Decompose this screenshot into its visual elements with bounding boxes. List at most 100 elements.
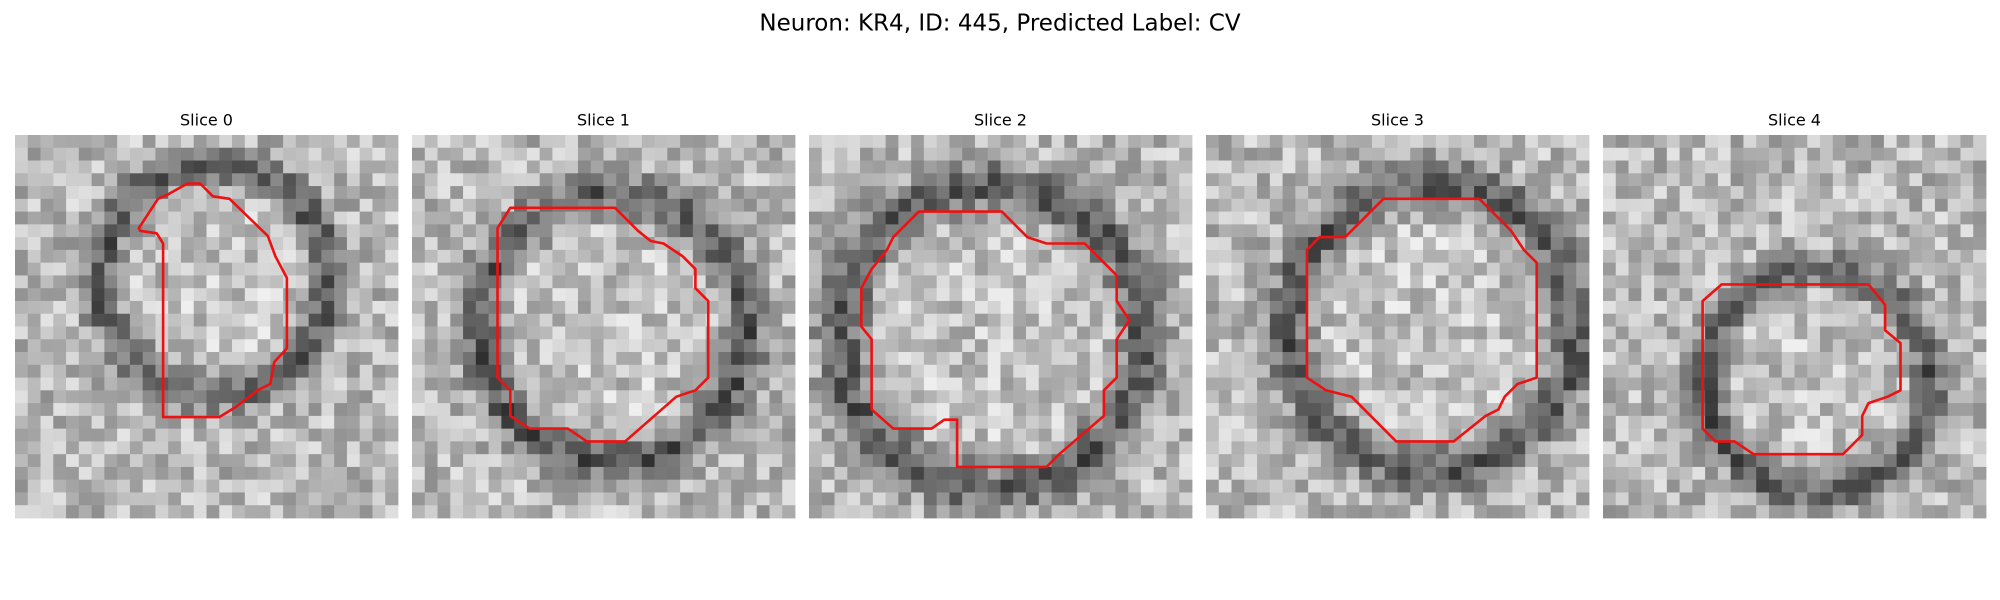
pixel	[577, 326, 592, 340]
pixel	[1705, 186, 1719, 200]
pixel	[1858, 326, 1872, 340]
pixel	[1615, 224, 1629, 238]
pixel	[1947, 415, 1961, 430]
pixel	[1807, 492, 1821, 506]
pixel	[1934, 479, 1949, 493]
pixel	[1089, 390, 1104, 404]
pixel	[885, 300, 899, 315]
pixel	[949, 249, 963, 264]
pixel	[1435, 160, 1449, 174]
pixel	[1960, 275, 1974, 289]
pixel	[206, 364, 220, 378]
pixel	[66, 224, 80, 238]
pixel	[834, 466, 848, 481]
pixel	[1064, 479, 1078, 493]
pixel	[680, 211, 694, 225]
pixel	[1679, 288, 1693, 302]
pixel	[1717, 249, 1732, 264]
pixel	[321, 377, 335, 391]
pixel	[1486, 147, 1501, 161]
pixel	[232, 211, 246, 225]
pixel	[641, 492, 655, 506]
pixel	[1231, 313, 1245, 327]
pixel	[1922, 224, 1936, 238]
pixel	[488, 147, 502, 161]
pixel	[680, 288, 694, 302]
pixel	[475, 441, 489, 455]
pixel	[1115, 237, 1129, 251]
pixel	[1282, 364, 1296, 378]
pixel	[872, 198, 886, 212]
pixel	[1654, 505, 1668, 519]
pixel	[283, 173, 297, 187]
pixel	[1896, 147, 1910, 161]
pixel	[1474, 147, 1488, 161]
pixel	[1115, 186, 1129, 200]
pixel	[1922, 275, 1936, 289]
pixel	[206, 403, 220, 417]
pixel	[769, 288, 783, 302]
pixel	[603, 466, 617, 481]
pixel	[1909, 466, 1923, 481]
pixel	[629, 198, 643, 212]
pixel	[232, 237, 246, 251]
pixel	[667, 313, 681, 327]
pixel	[1922, 415, 1936, 430]
pixel	[987, 428, 1001, 442]
pixel	[1512, 339, 1526, 353]
pixel	[629, 364, 643, 378]
pixel	[987, 352, 1001, 366]
pixel	[731, 135, 745, 149]
pixel	[15, 275, 29, 289]
pixel	[616, 466, 630, 481]
pixel	[1244, 313, 1258, 327]
pixel	[872, 454, 886, 468]
pixel	[911, 262, 925, 276]
pixel	[949, 224, 963, 238]
pixel	[385, 275, 399, 289]
pixel	[731, 505, 745, 519]
pixel	[1257, 479, 1271, 493]
pixel	[450, 300, 464, 315]
pixel	[565, 211, 579, 225]
pixel	[847, 237, 861, 251]
pixel	[78, 275, 92, 289]
pixel	[641, 211, 655, 225]
pixel	[1858, 160, 1872, 174]
pixel	[1179, 492, 1193, 506]
pixel	[1206, 135, 1220, 149]
pixel	[1909, 415, 1923, 430]
pixel	[1102, 160, 1116, 174]
pixel	[1922, 313, 1936, 327]
pixel	[1628, 211, 1642, 225]
pixel	[1077, 454, 1091, 468]
pixel	[1820, 492, 1834, 506]
pixel	[193, 377, 207, 391]
pixel	[1871, 364, 1885, 378]
pixel	[1845, 262, 1859, 276]
pixel	[1756, 249, 1770, 264]
pixel	[1768, 492, 1783, 506]
pixel	[1038, 288, 1052, 302]
pixel	[565, 173, 579, 187]
pixel	[705, 492, 719, 506]
pixel	[385, 415, 399, 430]
pixel	[1153, 377, 1167, 391]
pixel	[385, 300, 399, 315]
pixel	[1333, 275, 1347, 289]
pixel	[1346, 160, 1360, 174]
pixel	[629, 147, 643, 161]
pixel	[488, 403, 502, 417]
pixel	[1768, 262, 1783, 276]
pixel	[372, 288, 386, 302]
pixel	[1858, 313, 1872, 327]
pixel	[1423, 377, 1437, 391]
pixel	[129, 211, 144, 225]
pixel	[1000, 428, 1014, 442]
pixel	[1218, 339, 1232, 353]
pixel	[1909, 479, 1923, 493]
pixel	[539, 454, 553, 468]
pixel	[501, 135, 515, 149]
pixel	[1115, 428, 1129, 442]
pixel	[295, 364, 310, 378]
